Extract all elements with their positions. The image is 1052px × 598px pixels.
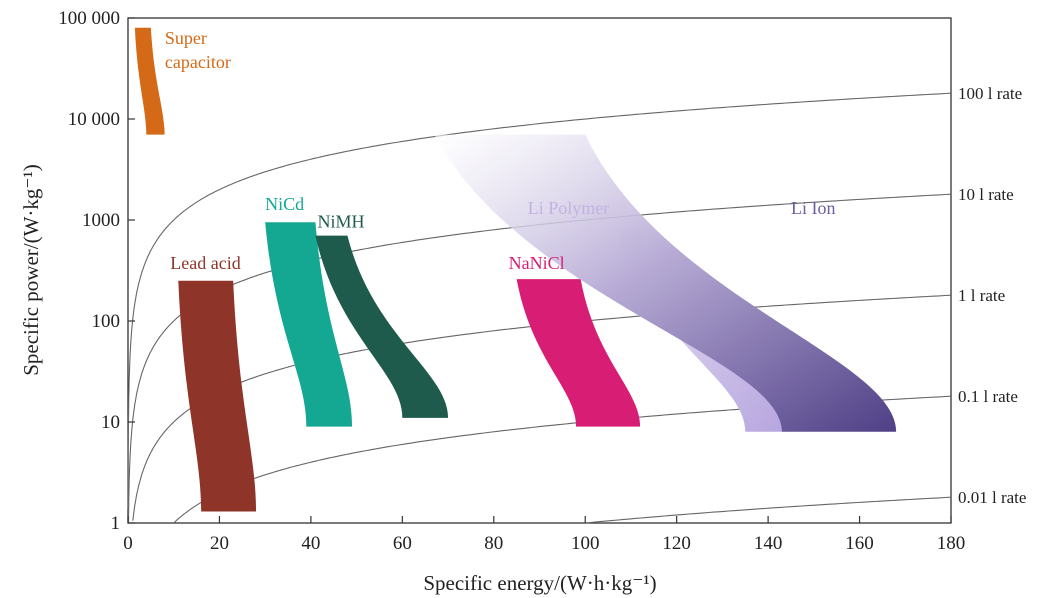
label-line: capacitor: [165, 52, 231, 72]
x-tick-label: 160: [845, 533, 874, 554]
x-tick-label: 120: [662, 533, 691, 554]
region-nimh: [315, 235, 449, 418]
x-tick-label: 60: [393, 533, 412, 554]
region-nicd: [265, 222, 353, 427]
label-line: Li Ion: [791, 198, 836, 218]
x-tick-label: 40: [301, 533, 320, 554]
y-axis-title: Specific power/(W·kg⁻¹): [19, 164, 43, 376]
y-tick-label: 100: [92, 311, 121, 332]
x-tick-label: 100: [571, 533, 600, 554]
label-li-polymer: Li Polymer: [528, 198, 610, 218]
plot-frame: [127, 17, 952, 524]
label-super-capacitor: Super capacitor: [165, 28, 231, 72]
region-super-capacitor: [134, 27, 165, 135]
rate-labels: 100 l rate 10 l rate 1 l rate 0.1 l rate 0.0…: [958, 84, 1026, 507]
rate-line-0-01-l-rate: [586, 496, 952, 524]
y-tick-label: 100 000: [58, 8, 120, 29]
rate-label-10-l-rate: 10 l rate: [958, 185, 1014, 204]
region-lead-acid: [178, 280, 257, 512]
label-line: Super: [165, 28, 207, 48]
label-line: NiMH: [317, 212, 364, 232]
label-nicd: NiCd: [265, 194, 304, 214]
y-tick-label: 10 000: [68, 109, 120, 130]
rate-label-0-01-l-rate: 0.01 l rate: [958, 488, 1026, 507]
y-tick-label: 1000: [82, 210, 120, 231]
label-line: Lead acid: [170, 253, 240, 273]
x-tick-label: 20: [210, 533, 229, 554]
label-lead-acid: Lead acid: [170, 253, 240, 273]
label-nanicl: NaNiCl: [509, 253, 565, 273]
label-line: NiCd: [265, 194, 304, 214]
rate-line-100-l-rate: [127, 92, 952, 510]
x-tick-label: 80: [484, 533, 503, 554]
region-li-ion: [434, 134, 897, 432]
x-tick-label: 180: [937, 533, 966, 554]
y-axis-ticks: 1 10 100 1000 10 000 100 000: [58, 8, 135, 534]
x-tick-label: 140: [754, 533, 783, 554]
rate-label-0-1-l-rate: 0.1 l rate: [958, 387, 1018, 406]
label-line: Li Polymer: [528, 198, 610, 218]
technology-regions: [134, 27, 897, 512]
rate-line-10-l-rate: [127, 193, 952, 523]
technology-labels: Super capacitor Lead acid NiCd NiMH NaNiCl Li …: [165, 28, 836, 273]
y-tick-label: 1: [111, 513, 121, 534]
y-tick-label: 10: [101, 412, 120, 433]
x-axis-ticks: 0 20 40 60 80 100 120 140 160 180: [123, 516, 965, 554]
rate-lines: [127, 92, 952, 524]
x-tick-label: 0: [123, 533, 133, 554]
region-nanicl: [516, 279, 641, 427]
rate-label-1-l-rate: 1 l rate: [958, 286, 1005, 305]
label-line: NaNiCl: [509, 253, 565, 273]
x-axis-title: Specific energy/(W·h·kg⁻¹): [423, 571, 656, 595]
rate-label-100-l-rate: 100 l rate: [958, 84, 1022, 103]
label-nimh: NiMH: [317, 212, 364, 232]
label-li-ion: Li Ion: [791, 198, 836, 218]
